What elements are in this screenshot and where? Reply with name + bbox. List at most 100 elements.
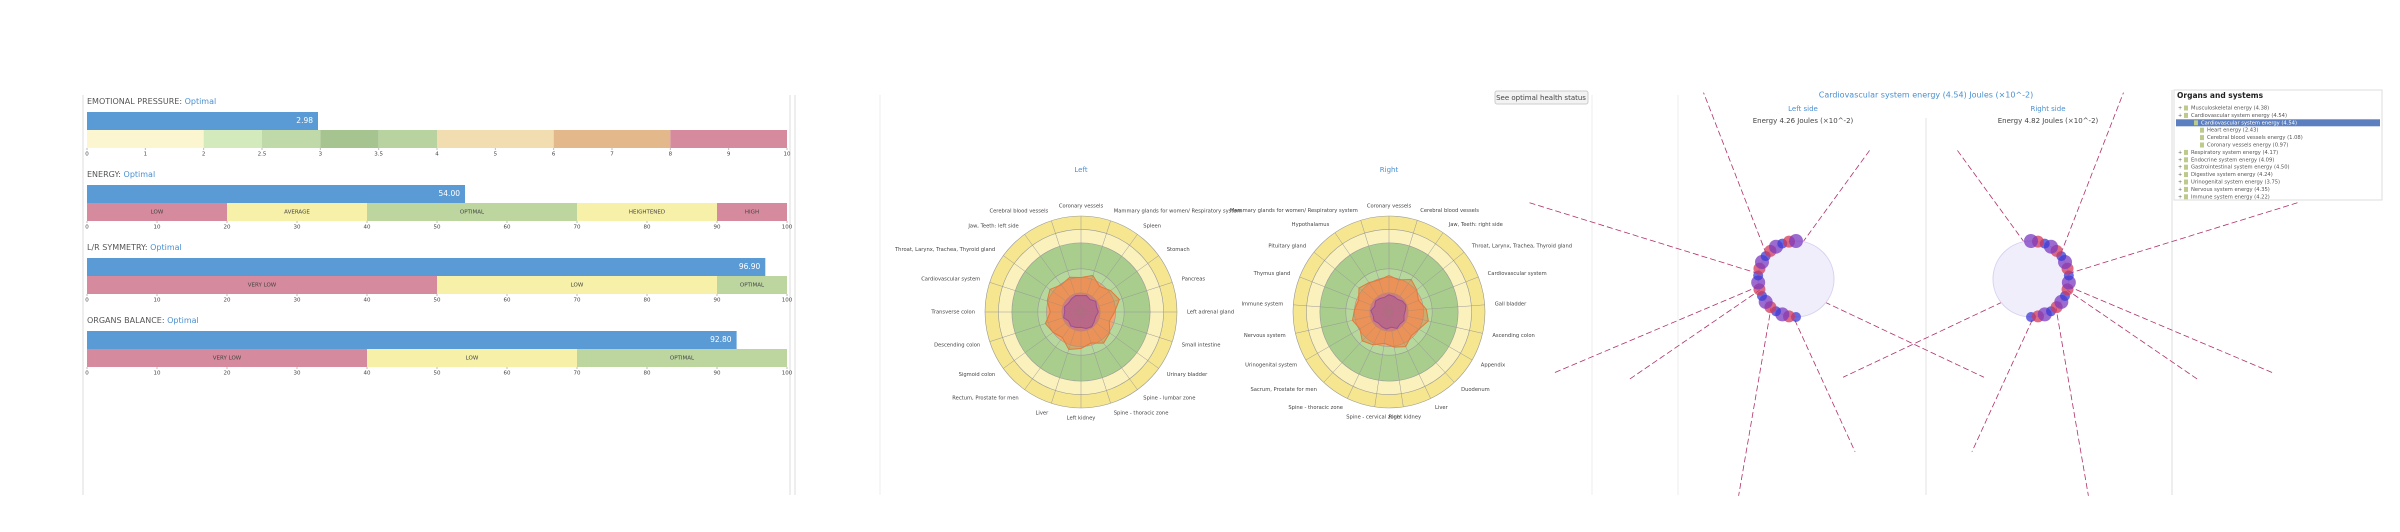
tree-expander: + xyxy=(2178,106,2182,112)
radar-label: Thymus gland xyxy=(1253,271,1291,277)
radar-label: Left kidney xyxy=(1067,416,1096,422)
radar-label: Rectum, Prostate for men xyxy=(952,395,1018,401)
radar-label: Liver xyxy=(1036,410,1050,416)
tree-item: Cardiovascular system energy (4.54) xyxy=(2191,113,2287,119)
scale-segment xyxy=(378,130,437,148)
scale-segment xyxy=(227,203,367,221)
radar-axis xyxy=(1080,255,1159,313)
side-title: Right side xyxy=(2031,105,2066,113)
scale-segment xyxy=(87,349,367,367)
radar-axis xyxy=(989,282,1082,313)
ray xyxy=(2050,278,2200,381)
radar-label: Jaw, Teeth: left side xyxy=(967,224,1018,230)
ray xyxy=(1527,201,1777,280)
value-bar xyxy=(87,331,737,349)
tick-label: 80 xyxy=(644,371,651,377)
tree-icon xyxy=(2184,194,2188,200)
segment-label: OPTIMAL xyxy=(670,356,695,362)
value-label: 96.90 xyxy=(739,262,761,271)
scale-segment xyxy=(577,349,787,367)
radar-axis xyxy=(1388,311,1431,399)
segment-label: LOW xyxy=(466,356,479,362)
scale-segment xyxy=(717,203,787,221)
tick-label: 0 xyxy=(85,371,89,377)
value-bar xyxy=(87,185,465,203)
radar-label: Spine - cervical zone xyxy=(1346,414,1400,420)
tick-label: 90 xyxy=(714,225,721,231)
radar-label: Hypothalamus xyxy=(1292,222,1330,228)
tree-icon xyxy=(2200,127,2204,133)
ray xyxy=(1554,278,1777,373)
segment-label: AVERAGE xyxy=(284,210,310,216)
tree-expander: + xyxy=(2178,165,2182,171)
tree-item: Urinogenital system energy (3.75) xyxy=(2191,180,2280,186)
radar-axis xyxy=(1080,311,1173,342)
radar-label: Urinary bladder xyxy=(1167,372,1208,378)
radar-polygon xyxy=(1044,274,1120,350)
radar-label: Throat, Larynx, Trachea, Thyroid gland xyxy=(1471,243,1572,249)
radar-axis xyxy=(1388,311,1473,361)
tick-label: 6 xyxy=(552,152,556,158)
health-button[interactable] xyxy=(1494,90,1589,105)
radar-axis xyxy=(1374,311,1390,407)
scale-segment xyxy=(87,203,227,221)
segment-label: OPTIMAL xyxy=(740,283,765,289)
tree-expander: + xyxy=(2178,150,2182,156)
tree-item: Nervous system energy (4.35) xyxy=(2191,187,2270,193)
value-label: 54.00 xyxy=(439,189,461,198)
health-button-label[interactable]: See optimal health status xyxy=(1496,94,1586,102)
segment-label: LOW xyxy=(571,283,584,289)
tree-icon xyxy=(2184,164,2188,170)
radar-label: Coronary vessels xyxy=(1367,204,1412,210)
tick-label: 7 xyxy=(610,152,614,158)
tree-item: Endocrine system energy (4.09) xyxy=(2191,157,2274,163)
tick-label: 40 xyxy=(364,298,371,304)
indicator-name: EMOTIONAL PRESSURE: xyxy=(87,97,182,106)
tree-expander: + xyxy=(2178,113,2182,119)
radar-axis xyxy=(1080,311,1111,404)
radar-axis xyxy=(1313,251,1390,313)
radar-label: Ascending colon xyxy=(1492,333,1534,339)
scale-segment xyxy=(367,203,577,221)
tick-label: 0 xyxy=(85,225,89,231)
radar-label: Left adrenal gland xyxy=(1187,310,1234,316)
radar-label: Immune system xyxy=(1241,302,1283,308)
tick-label: 3.5 xyxy=(374,152,383,158)
aura-blob xyxy=(1789,234,1803,248)
ray xyxy=(1627,278,1777,381)
indicator-status: Optimal xyxy=(185,97,217,106)
radar-axis xyxy=(1080,220,1111,313)
tick-label: 10 xyxy=(154,371,161,377)
radar-axis xyxy=(1388,251,1465,313)
indicator-name: ORGANS BALANCE: xyxy=(87,316,165,325)
tree-icon xyxy=(2200,142,2204,148)
radar-axis xyxy=(1305,311,1390,361)
radar-axis xyxy=(1299,276,1390,313)
tree-expander: + xyxy=(2178,172,2182,178)
scale-segment xyxy=(577,203,717,221)
radar-label: Spine - thoracic zone xyxy=(1114,410,1169,416)
scale-segment xyxy=(437,276,717,294)
side-title: Left side xyxy=(1788,105,1818,113)
radar-title: Right xyxy=(1380,166,1399,174)
indicator-name: ENERGY: xyxy=(87,170,121,179)
radar-polygon xyxy=(1370,294,1407,330)
tick-label: 70 xyxy=(574,298,581,304)
segment-label: VERY LOW xyxy=(213,356,242,362)
tick-label: 40 xyxy=(364,225,371,231)
radar-axis xyxy=(1293,304,1390,313)
segment-label: LOW xyxy=(151,210,164,216)
tick-label: 90 xyxy=(714,371,721,377)
radar-label: Spine - lumbar zone xyxy=(1143,395,1195,401)
tree-expander: + xyxy=(2178,187,2182,193)
radar-label: Descending colon xyxy=(934,342,980,348)
tree-item: Coronary vessels energy (0.97) xyxy=(2207,143,2288,149)
value-bar xyxy=(87,112,318,130)
tree-expander: + xyxy=(2178,180,2182,186)
radar-axis xyxy=(1024,311,1082,390)
radar-axis xyxy=(1323,311,1390,383)
tree-expander: + xyxy=(2178,157,2182,163)
tick-label: 30 xyxy=(294,225,301,231)
radar-axis xyxy=(1388,311,1483,334)
tree-item: Respiratory system energy (4.17) xyxy=(2191,150,2278,156)
